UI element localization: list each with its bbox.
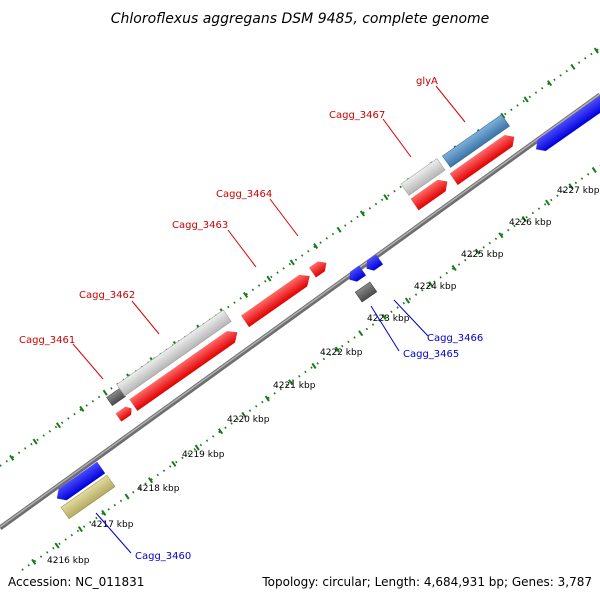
leader-cagg-3464 (269, 198, 299, 237)
leader-glya (435, 85, 466, 123)
major-tick (147, 477, 154, 484)
major-tick (546, 80, 553, 87)
outer-tick-track (0, 47, 600, 467)
major-tick (79, 405, 85, 412)
major-tick (31, 558, 37, 565)
gene-cagg-3462[interactable] (116, 309, 232, 397)
gene-cagg-3467[interactable] (400, 158, 446, 196)
major-tick (358, 330, 364, 337)
kbp-label-4216: 4216 kbp (47, 556, 90, 566)
major-tick (102, 389, 108, 396)
major-tick (500, 112, 506, 119)
major-tick (171, 460, 177, 467)
major-tick (521, 215, 527, 222)
accession-text: Accession: NC_011831 (8, 575, 144, 589)
cds-arrow-cagg-3466-b[interactable] (363, 254, 383, 273)
major-tick (32, 438, 38, 445)
cds-arrow-cagg-3461[interactable] (115, 404, 135, 422)
major-tick (383, 194, 389, 201)
major-tick (55, 422, 62, 429)
major-tick (523, 96, 529, 103)
leader-cagg-3462 (131, 300, 160, 335)
gene-cagg-3460[interactable] (60, 474, 116, 520)
gene-cagg-3465[interactable] (354, 281, 378, 303)
leader-cagg-3467 (382, 118, 412, 158)
label-cagg-3460[interactable]: Cagg_3460 (135, 551, 191, 562)
gene-glya[interactable] (442, 114, 510, 168)
kbp-label-4218: 4218 kbp (137, 484, 180, 494)
major-tick (336, 226, 342, 233)
kbp-label-4224: 4224 kbp (414, 282, 457, 292)
major-tick (570, 63, 576, 70)
label-glya[interactable]: glyA (416, 76, 438, 87)
inner-major-ticks (31, 166, 597, 565)
leader-cagg-3460 (95, 512, 132, 554)
kbp-label-4220: 4220 kbp (227, 415, 270, 425)
summary-text: Topology: circular; Length: 4,684,931 bp… (261, 575, 592, 589)
major-tick (313, 243, 319, 250)
cds-arrow-cagg-3464[interactable] (309, 258, 330, 278)
cds-reverse-right-edge[interactable] (532, 89, 600, 155)
kbp-label-4227: 4227 kbp (557, 186, 600, 196)
major-tick (593, 47, 599, 54)
cds-arrow-cagg-3467[interactable] (410, 176, 452, 211)
map-title: Chloroflexus aggregans DSM 9485, complet… (111, 11, 490, 27)
major-tick (568, 183, 574, 190)
major-tick (54, 542, 60, 549)
kbp-label-4222: 4222 kbp (320, 348, 363, 358)
label-cagg-3467[interactable]: Cagg_3467 (329, 110, 385, 121)
major-tick (288, 379, 294, 386)
label-cagg-3463[interactable]: Cagg_3463 (172, 220, 228, 231)
kbp-label-4225: 4225 kbp (461, 250, 504, 260)
kbp-label-4219: 4219 kbp (182, 450, 225, 460)
major-tick (124, 493, 130, 500)
major-tick (404, 297, 411, 304)
major-tick (334, 346, 340, 353)
major-tick (289, 259, 295, 266)
kbp-label-4221: 4221 kbp (273, 381, 316, 391)
major-tick (217, 428, 224, 435)
major-tick (381, 313, 387, 320)
major-tick (474, 248, 481, 255)
inner-tick-track (21, 165, 600, 571)
leader-cagg-3466 (393, 299, 429, 337)
major-tick (451, 264, 457, 271)
label-cagg-3466[interactable]: Cagg_3466 (427, 333, 483, 344)
major-tick (591, 166, 597, 173)
leader-cagg-3465 (370, 305, 400, 352)
major-tick (266, 275, 272, 282)
kbp-label-4226: 4226 kbp (509, 218, 552, 228)
major-tick (545, 199, 551, 206)
outer-major-ticks (9, 47, 599, 461)
major-tick (264, 395, 270, 402)
major-tick (242, 291, 249, 298)
kbp-label-4223: 4223 kbp (367, 314, 410, 324)
label-cagg-3465[interactable]: Cagg_3465 (403, 349, 459, 360)
kbp-label-4217: 4217 kbp (91, 520, 134, 530)
label-cagg-3464[interactable]: Cagg_3464 (216, 189, 272, 200)
leader-cagg-3463 (227, 229, 257, 268)
label-cagg-3461[interactable]: Cagg_3461 (19, 335, 75, 346)
cds-arrow-cagg-3462[interactable] (129, 327, 241, 411)
major-tick (311, 362, 317, 369)
cds-arrow-cagg-3463[interactable] (241, 270, 314, 328)
label-cagg-3462[interactable]: Cagg_3462 (79, 290, 135, 301)
major-tick (359, 210, 366, 217)
major-tick (101, 509, 107, 516)
cds-arrow-cagg-3460[interactable] (53, 461, 106, 504)
cds-arrow-glya[interactable] (449, 131, 519, 185)
genome-backbone-highlight (0, 93, 600, 528)
major-tick (9, 454, 15, 461)
major-tick (428, 281, 434, 288)
genome-backbone (0, 92, 600, 531)
major-tick (241, 411, 247, 418)
major-tick (194, 444, 200, 451)
major-tick (498, 232, 504, 239)
major-tick (77, 526, 83, 533)
cds-arrow-cagg-3466-a[interactable] (346, 265, 366, 284)
leader-cagg-3461 (72, 343, 104, 380)
